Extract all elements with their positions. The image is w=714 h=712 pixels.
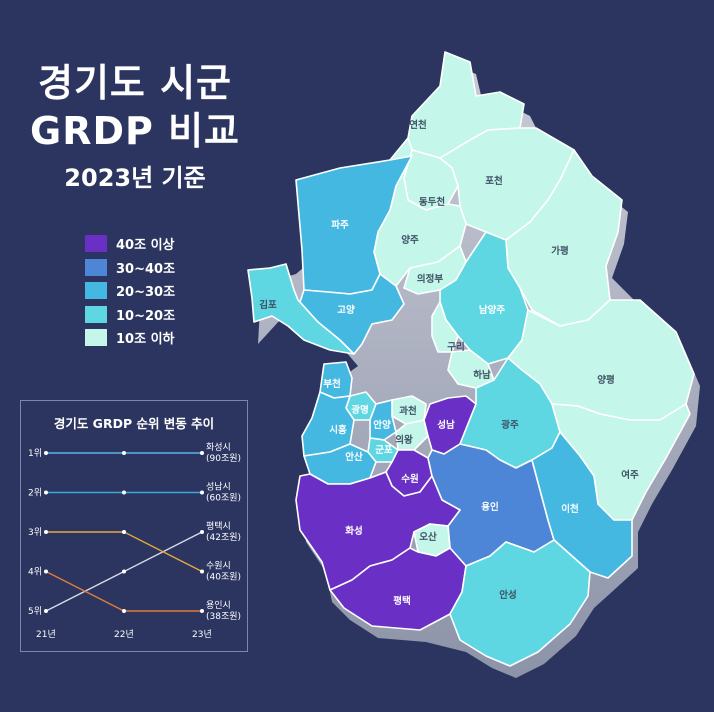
region-pyeongtaek — [329, 547, 467, 631]
label-pocheon: 포천 — [485, 176, 502, 187]
legend-swatch — [85, 282, 107, 300]
label-yangpyeong: 양평 — [597, 374, 614, 386]
y-tick-label: 3위 — [28, 527, 42, 538]
series-point — [44, 451, 48, 455]
series-point — [122, 530, 126, 534]
region-goyang — [299, 273, 405, 355]
label-paju: 파주 — [331, 219, 349, 231]
label-suwon: 수원 — [401, 473, 418, 485]
label-yeoncheon: 연천 — [409, 120, 426, 131]
series-end-label: 수원시 — [206, 561, 231, 572]
label-anseong: 안성 — [499, 589, 516, 601]
region-hwaseong — [295, 471, 461, 591]
label-gwangju: 광주 — [501, 419, 519, 431]
legend: 40조 이상 30~40조 20~30조 10~20조 10조 이하 — [85, 232, 175, 350]
series-point — [122, 569, 126, 574]
series-end-label: 화성시 — [206, 442, 231, 453]
label-gwangmyeong: 광명 — [351, 404, 368, 416]
legend-label: 30~40조 — [116, 261, 176, 277]
label-icheon: 이천 — [561, 503, 578, 515]
rank-chart-panel: 경기도 GRDP 순위 변동 추이 1위 2위 3위 4위 5위 21년 22년 23년 화성시… — [20, 400, 248, 652]
series-point — [200, 569, 204, 574]
label-siheung: 시흥 — [329, 424, 347, 436]
label-yangju: 양주 — [401, 234, 419, 246]
series-point — [44, 569, 48, 574]
legend-item: 10~20조 — [85, 303, 175, 327]
label-guri: 구리 — [447, 341, 464, 353]
title-year: 2023년 기준 — [64, 164, 206, 192]
label-bucheon: 부천 — [323, 378, 340, 390]
series-end-label: 평택시 — [206, 521, 231, 532]
y-tick-label: 1위 — [28, 448, 42, 459]
y-tick-label: 2위 — [28, 488, 42, 499]
series-end-label: 성남시 — [206, 482, 231, 493]
x-tick-label: 23년 — [192, 629, 212, 640]
label-osan: 오산 — [419, 531, 437, 543]
series-end-label: (90조원) — [206, 453, 241, 464]
series-point — [200, 451, 204, 455]
y-tick-label: 5위 — [28, 606, 42, 617]
legend-item: 40조 이상 — [85, 232, 175, 256]
label-gapyeong: 가평 — [551, 245, 568, 257]
label-gunpo: 군포 — [375, 445, 393, 456]
label-yongin: 용인 — [481, 502, 498, 513]
legend-swatch — [85, 258, 107, 276]
label-gimpo: 김포 — [259, 299, 277, 311]
series-end-label: (40조원) — [206, 572, 241, 583]
legend-label: 10조 이하 — [116, 332, 175, 348]
series-point — [122, 490, 126, 495]
series-point — [44, 530, 48, 534]
series-end-label: (60조원) — [206, 493, 241, 504]
label-uiwang: 의왕 — [395, 434, 413, 446]
rank-chart: 1위 2위 3위 4위 5위 21년 22년 23년 화성시(90조원) 성남시(60조원) 평택시… — [28, 442, 241, 640]
series-point — [122, 609, 126, 613]
label-hanam: 하남 — [473, 369, 491, 381]
chart-title: 경기도 GRDP 순위 변동 추이 — [53, 416, 215, 431]
series-point — [200, 609, 204, 613]
y-tick-label: 4위 — [28, 567, 42, 578]
label-pyeongtaek: 평택 — [393, 595, 410, 607]
label-goyang: 고양 — [337, 304, 355, 316]
x-tick-label: 22년 — [114, 629, 134, 640]
legend-label: 20~30조 — [116, 285, 176, 301]
series-point — [200, 490, 204, 495]
legend-swatch — [85, 329, 107, 347]
legend-swatch — [85, 305, 107, 323]
series-end-label: (38조원) — [206, 611, 241, 622]
legend-item: 30~40조 — [85, 256, 175, 280]
label-ansan: 안산 — [345, 451, 363, 463]
series-point — [200, 530, 204, 534]
label-namyangju: 남양주 — [479, 304, 505, 316]
series-end-label: 용인시 — [206, 600, 231, 611]
title-line-1: 경기도 시군 — [37, 61, 233, 105]
series-end-label: (42조원) — [206, 532, 241, 543]
region-guri — [431, 301, 459, 353]
series-point — [44, 609, 48, 613]
series-line — [45, 570, 202, 612]
label-seongnam: 성남 — [437, 419, 455, 431]
label-anyang: 안양 — [373, 419, 391, 431]
label-uijeongbu: 의정부 — [417, 273, 443, 285]
series-line — [46, 531, 203, 573]
series-point — [122, 451, 126, 455]
legend-swatch — [85, 235, 107, 253]
label-yeoju: 여주 — [621, 469, 639, 481]
legend-item: 20~30조 — [85, 279, 175, 303]
x-tick-label: 21년 — [36, 629, 56, 640]
region-anseong — [449, 539, 591, 667]
label-dongducheon: 동두천 — [419, 197, 445, 208]
label-gwacheon: 과천 — [399, 405, 416, 417]
series-point — [44, 490, 48, 495]
legend-label: 10~20조 — [116, 308, 176, 324]
region-gapyeong — [505, 149, 623, 327]
region-icheon — [531, 431, 633, 579]
legend-item: 10조 이하 — [85, 326, 175, 350]
legend-label: 40조 이상 — [116, 238, 175, 254]
region-labels: 연천 포천 동두천 양주 파주 가평 의정부 김포 고양 남양주 구리 하남 양… — [259, 120, 639, 607]
title-line-2: GRDP 비교 — [30, 109, 240, 153]
label-hwaseong: 화성 — [345, 525, 362, 537]
